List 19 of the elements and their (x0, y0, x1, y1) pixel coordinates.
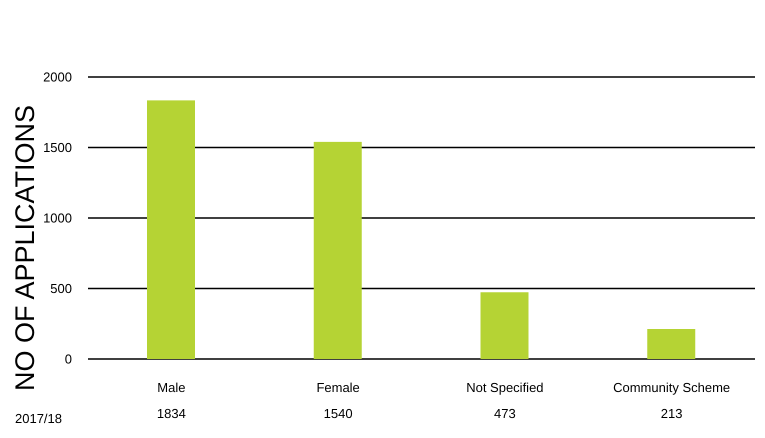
x-tick-label: Male (157, 380, 186, 396)
x-tick-label: Female (316, 380, 360, 396)
y-tick-label: 2000 (43, 70, 72, 85)
y-tick-label: 1000 (43, 210, 72, 226)
y-tick-label: 500 (50, 281, 72, 296)
y-tick-label: 0 (64, 352, 72, 367)
data-label: 1834 (156, 406, 186, 422)
x-tick-label: Community Scheme (613, 380, 730, 396)
bar (480, 292, 528, 359)
y-tick-label: 1500 (43, 140, 72, 156)
bar (314, 142, 362, 359)
data-label: 473 (494, 406, 516, 422)
data-label: 213 (660, 406, 682, 422)
x-tick-label: Not Specified (466, 380, 544, 396)
bar (647, 328, 696, 359)
text: 2017/18 (15, 411, 62, 426)
data-label: 1540 (324, 406, 353, 422)
bar (147, 100, 195, 359)
y-axis-title: NO OF APPLICATIONS (10, 104, 40, 392)
